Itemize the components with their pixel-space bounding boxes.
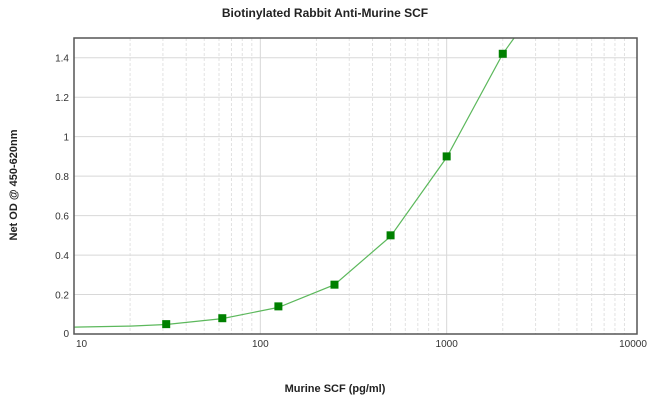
y-tick-label: 0.8: [55, 172, 69, 183]
data-point-marker: [218, 314, 227, 323]
y-tick-label: 0.4: [55, 251, 69, 262]
data-point-marker: [162, 320, 171, 329]
x-tick-label: 1000: [436, 339, 459, 350]
chart-title: Biotinylated Rabbit Anti-Murine SCF: [221, 6, 429, 20]
y-tick-label: 0.6: [55, 212, 69, 223]
data-point-marker: [274, 302, 283, 311]
fit-curve: [74, 38, 515, 328]
y-tick-label: 1.2: [55, 93, 69, 104]
x-axis-label: Murine SCF (pg/ml): [284, 383, 386, 395]
x-tick-label: 10000: [619, 339, 647, 350]
y-tick-label: 0.2: [55, 291, 69, 302]
data-point-marker: [498, 49, 507, 58]
data-point-marker: [442, 152, 451, 161]
x-tick-label: 10: [76, 339, 88, 350]
y-tick-label: 1: [63, 133, 69, 144]
data-point-marker: [386, 231, 395, 240]
x-tick-label: 100: [252, 339, 269, 350]
y-tick-label: 0: [63, 329, 69, 340]
plot-frame: [73, 37, 638, 335]
y-tick-label: 1.4: [55, 54, 69, 65]
data-point-marker: [330, 280, 339, 289]
